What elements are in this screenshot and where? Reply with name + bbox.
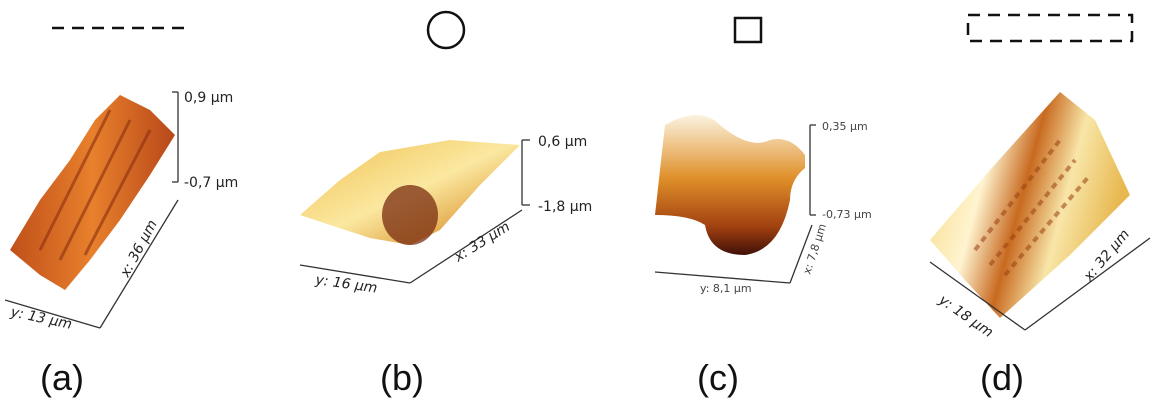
dashed-rect-symbol [966,13,1134,43]
panel-d: y: 18 µm x: 32 µm (d) [929,92,1151,398]
y-label: y: 8,1 µm [700,282,752,295]
x-edge [789,224,813,284]
z-bottom-label: -1,8 µm [538,199,592,215]
surface [930,92,1130,318]
caption: (c) [697,357,739,398]
x-edge [1024,237,1151,331]
panel-c: 0,35 µm -0,73 µm y: 8,1 µm x: 7,8 µm (c) [654,115,872,398]
square-symbol [733,16,763,44]
circle-symbol [426,10,466,50]
x-label: x: 36 µm [117,217,161,280]
caption: (b) [380,357,424,398]
y-edge [299,264,411,284]
z-top-label: 0,35 µm [822,120,868,133]
texture [973,138,1092,277]
caption: (a) [40,357,84,398]
x-label: x: 33 µm [451,219,513,266]
y-edge [929,261,1026,331]
surface [655,115,805,255]
z-bottom-label: -0,73 µm [822,208,872,221]
y-edge [654,271,791,284]
z-top-label: 0,9 µm [184,90,233,106]
z-top-label: 0,6 µm [538,134,587,150]
x-edge [409,209,523,284]
caption: (d) [980,357,1024,398]
z-bottom-label: -0,7 µm [184,175,238,191]
pit [382,185,438,245]
panel-b: 0,6 µm -1,8 µm y: 16 µm x: 33 µm (b) [299,134,592,398]
y-edge [4,299,101,329]
y-label: y: 13 µm [8,304,73,333]
x-edge [99,199,179,329]
panel-a: 0,9 µm -0,7 µm y: 13 µm x: 36 µm (a) [4,90,238,398]
ridges [38,109,152,261]
x-label: x: 7,8 µm [800,222,829,276]
